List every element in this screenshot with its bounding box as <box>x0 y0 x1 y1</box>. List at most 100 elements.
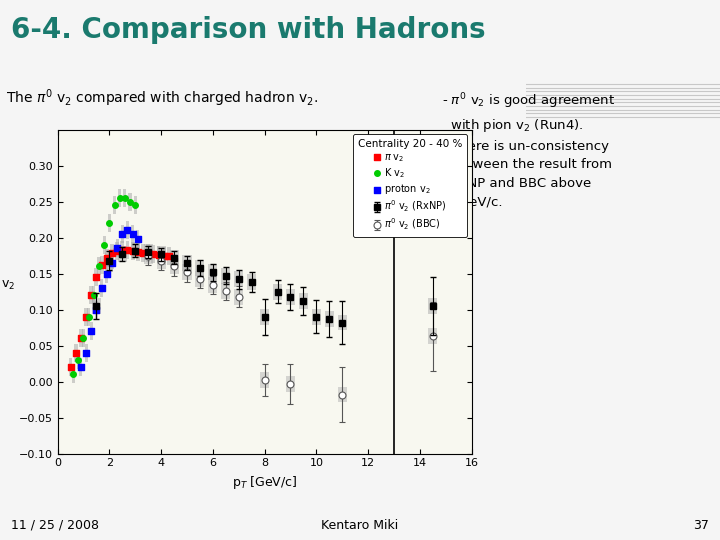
Bar <box>182 255 192 271</box>
Bar <box>123 189 127 207</box>
Bar <box>95 301 98 319</box>
K v$_2$ <box>68 370 79 379</box>
proton v$_2$ <box>132 235 143 244</box>
$\pi$ v$_2$ <box>148 250 159 259</box>
K v$_2$ <box>99 240 110 249</box>
K v$_2$ <box>94 262 105 271</box>
Bar <box>312 309 321 325</box>
Bar <box>182 264 192 280</box>
K v$_2$ <box>119 194 130 202</box>
Legend: $\pi$ v$_2$, K v$_2$, proton v$_2$, $\pi^0$ v$_2$ (RxNP), $\pi^0$ v$_2$ (BBC): $\pi$ v$_2$, K v$_2$, proton v$_2$, $\pi… <box>353 134 467 237</box>
Text: 37: 37 <box>693 518 709 532</box>
Bar <box>195 260 204 276</box>
Bar <box>208 277 217 293</box>
K v$_2$ <box>114 194 125 202</box>
Bar <box>260 372 269 388</box>
Y-axis label: v$_2$: v$_2$ <box>1 279 14 292</box>
$\pi$ v$_2$ <box>163 252 175 261</box>
Bar <box>273 284 282 300</box>
Bar <box>156 246 166 262</box>
$\pi$ v$_2$ <box>70 348 81 357</box>
Bar <box>136 243 140 261</box>
Bar <box>113 196 116 214</box>
Text: 6-4. Comparison with Hadrons: 6-4. Comparison with Hadrons <box>11 16 485 44</box>
$\pi$ v$_2$ <box>75 334 86 343</box>
$\pi$ v$_2$ <box>81 313 92 321</box>
proton v$_2$ <box>81 348 92 357</box>
Bar <box>103 236 106 254</box>
Bar <box>79 358 83 376</box>
Bar <box>221 283 230 299</box>
Bar <box>208 264 217 280</box>
proton v$_2$ <box>117 230 128 238</box>
Bar <box>68 358 73 376</box>
K v$_2$ <box>130 201 141 210</box>
$\pi$ v$_2$ <box>112 246 123 255</box>
Bar <box>128 193 132 211</box>
Text: - $\pi^0$ v$_2$ is good agreement
  with pion v$_2$ (Run4).
- There is un-consis: - $\pi^0$ v$_2$ is good agreement with p… <box>442 91 616 208</box>
proton v$_2$ <box>122 226 133 235</box>
Bar <box>108 214 111 232</box>
Bar <box>118 246 127 262</box>
Bar <box>97 258 101 275</box>
Bar <box>234 272 243 287</box>
proton v$_2$ <box>91 305 102 314</box>
K v$_2$ <box>88 291 99 300</box>
Bar <box>234 289 243 305</box>
proton v$_2$ <box>127 230 138 238</box>
Bar <box>260 309 269 325</box>
Bar <box>105 265 108 282</box>
K v$_2$ <box>83 313 94 321</box>
Bar <box>84 344 88 362</box>
Bar <box>105 253 114 268</box>
Bar <box>82 329 85 347</box>
Bar <box>126 221 129 239</box>
$\pi$ v$_2$ <box>132 248 143 256</box>
Bar <box>92 298 101 314</box>
proton v$_2$ <box>96 284 107 292</box>
$\pi$ v$_2$ <box>101 253 112 262</box>
$\pi$ v$_2$ <box>106 249 117 258</box>
Bar <box>79 329 83 347</box>
Text: The $\pi^0$ v$_2$ compared with charged hadron v$_2$.: The $\pi^0$ v$_2$ compared with charged … <box>6 87 319 109</box>
proton v$_2$ <box>101 269 112 278</box>
proton v$_2$ <box>86 327 97 335</box>
Bar <box>125 241 130 259</box>
Bar <box>89 286 93 304</box>
Text: 11 / 25 / 2008: 11 / 25 / 2008 <box>11 518 99 532</box>
$\pi$ v$_2$ <box>158 251 169 260</box>
$\pi$ v$_2$ <box>138 248 149 257</box>
Bar <box>299 293 308 309</box>
Bar <box>71 366 75 383</box>
K v$_2$ <box>125 197 136 206</box>
Bar <box>151 245 156 263</box>
Bar <box>146 245 150 262</box>
Bar <box>143 248 153 264</box>
K v$_2$ <box>78 334 89 343</box>
Bar <box>156 246 161 264</box>
Bar <box>105 249 109 267</box>
Bar <box>131 225 134 243</box>
$\pi$ v$_2$ <box>91 273 102 281</box>
Bar <box>141 244 145 262</box>
Bar <box>120 241 125 259</box>
Bar <box>286 376 295 392</box>
Bar <box>84 308 88 326</box>
$\pi$ v$_2$ <box>127 246 138 255</box>
Bar <box>110 254 114 272</box>
K v$_2$ <box>104 219 115 227</box>
Bar <box>115 241 119 260</box>
Bar <box>99 256 104 274</box>
Bar <box>169 259 179 274</box>
Bar <box>92 286 95 304</box>
Bar <box>134 196 137 214</box>
$\pi$ v$_2$ <box>153 251 164 259</box>
Bar <box>90 322 93 340</box>
Bar <box>325 311 334 327</box>
Bar <box>221 268 230 284</box>
Bar <box>118 189 121 207</box>
Bar <box>87 308 90 326</box>
Bar <box>247 274 256 290</box>
Bar <box>77 351 80 369</box>
proton v$_2$ <box>112 244 123 253</box>
